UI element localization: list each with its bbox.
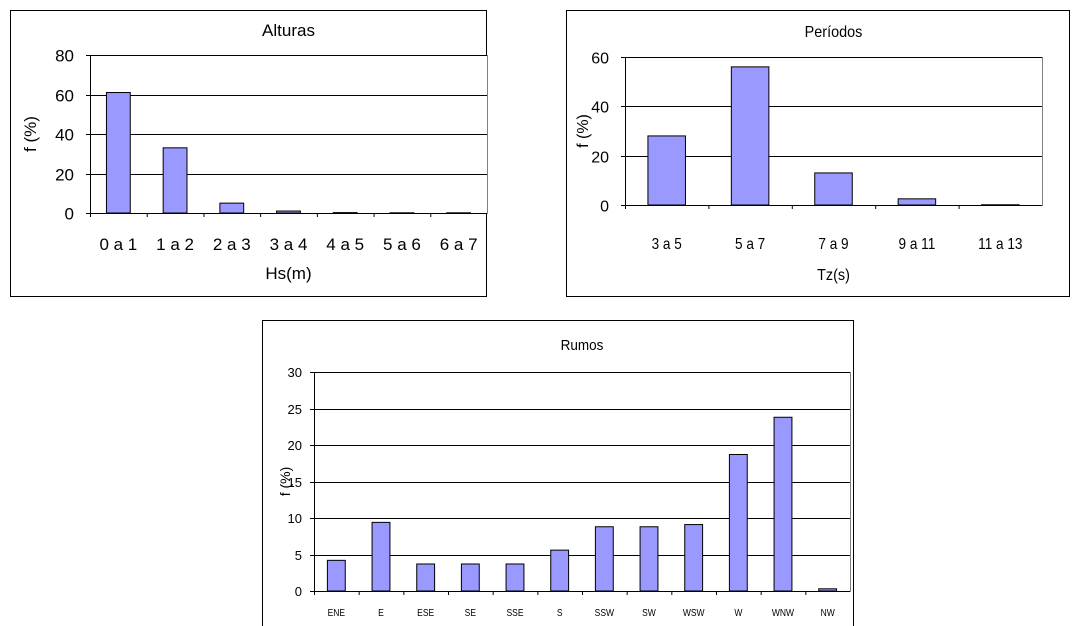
bar-sw (639, 526, 659, 592)
x-tick-label: 0 a 1 (99, 235, 137, 254)
x-tick-label: 3 a 4 (270, 235, 308, 254)
x-tick-label: 9 a 11 (899, 236, 936, 253)
chart-title: Rumos (561, 337, 604, 354)
y-tick-label: 60 (591, 50, 609, 67)
bar-ese (416, 563, 436, 592)
bar-nw (818, 588, 838, 592)
bar-3-a-5 (647, 135, 686, 206)
bar-s (550, 549, 570, 592)
y-tick-label: 0 (65, 205, 74, 224)
x-tick-label: S (557, 607, 563, 618)
x-tick-label: 6 a 7 (440, 235, 478, 254)
bar-se (460, 563, 480, 592)
chart-title: Alturas (262, 21, 315, 40)
x-tick-label: 2 a 3 (213, 235, 251, 254)
x-tick-label: WNW (772, 607, 794, 618)
x-tick-label: WSW (683, 607, 705, 618)
x-tick-label: 5 a 6 (383, 235, 421, 254)
x-tick-label: SW (642, 607, 656, 618)
y-tick-label: 60 (55, 87, 74, 106)
y-axis-label: f (%) (277, 467, 293, 497)
y-axis-label: f (%) (575, 114, 592, 148)
bar-e (371, 521, 391, 592)
chart-1: 0 20 40 60 80 0 a 1 1 a 2 2 a 3 3 a 4 4 a 5 5 a 6 6… (10, 10, 488, 297)
x-tick-label: NW (821, 607, 835, 618)
bar-ene (326, 559, 346, 592)
y-tick-label: 20 (55, 166, 74, 185)
y-tick-label: 30 (288, 365, 302, 380)
bar-wsw (684, 524, 704, 592)
y-tick-label: 40 (55, 126, 74, 145)
x-tick-label: 5 a 7 (735, 236, 765, 253)
bar-3-a-4 (276, 210, 301, 214)
x-tick-label: SSE (507, 607, 524, 618)
x-tick-label: W (734, 607, 742, 618)
y-tick-label: 20 (591, 149, 609, 166)
y-tick-label: 80 (55, 47, 74, 66)
chart-title: Períodos (805, 23, 863, 41)
y-tick-label: 25 (288, 402, 302, 417)
bar-2-a-3 (219, 202, 245, 214)
y-tick-label: 10 (288, 511, 302, 526)
bar-w (728, 453, 748, 592)
bar-1-a-2 (162, 147, 188, 214)
bar-9-a-11 (897, 198, 937, 206)
x-tick-label: E (378, 607, 384, 618)
chart-3: 0 5 10 15 20 25 30 ENE E ESE SE SSE S SSW SW WSW W WNW NW R… (262, 320, 854, 626)
x-tick-label: 11 a 13 (978, 236, 1022, 253)
y-tick-label: 5 (295, 548, 302, 563)
x-tick-label: SE (465, 607, 476, 618)
bar-5-a-7 (730, 66, 770, 206)
x-tick-label: SSW (595, 607, 615, 618)
x-tick-label: 1 a 2 (156, 235, 194, 254)
x-axis-label: Hs(m) (265, 264, 311, 283)
chart-2: 0 20 40 60 3 a 5 5 a 7 7 a 9 9 a 11 11 a 13 Perío… (566, 10, 1070, 297)
x-tick-label: ENE (328, 607, 345, 618)
y-tick-label: 0 (600, 198, 609, 215)
y-tick-label: 40 (591, 99, 609, 116)
x-axis-label: Tz(s) (817, 266, 850, 284)
bar-wnw (773, 416, 793, 592)
y-axis-label: f (%) (21, 116, 40, 152)
x-tick-label: ESE (417, 607, 434, 618)
x-tick-label: 7 a 9 (818, 236, 848, 253)
y-tick-label: 15 (288, 475, 302, 490)
y-tick-label: 20 (288, 438, 302, 453)
bar-ssw (594, 526, 614, 592)
x-tick-label: 4 a 5 (326, 235, 364, 254)
y-tick-label: 0 (295, 584, 302, 599)
bar-sse (505, 563, 525, 592)
bar-0-a-1 (105, 92, 131, 214)
x-tick-label: 3 a 5 (652, 236, 682, 253)
bar-7-a-9 (814, 172, 853, 206)
